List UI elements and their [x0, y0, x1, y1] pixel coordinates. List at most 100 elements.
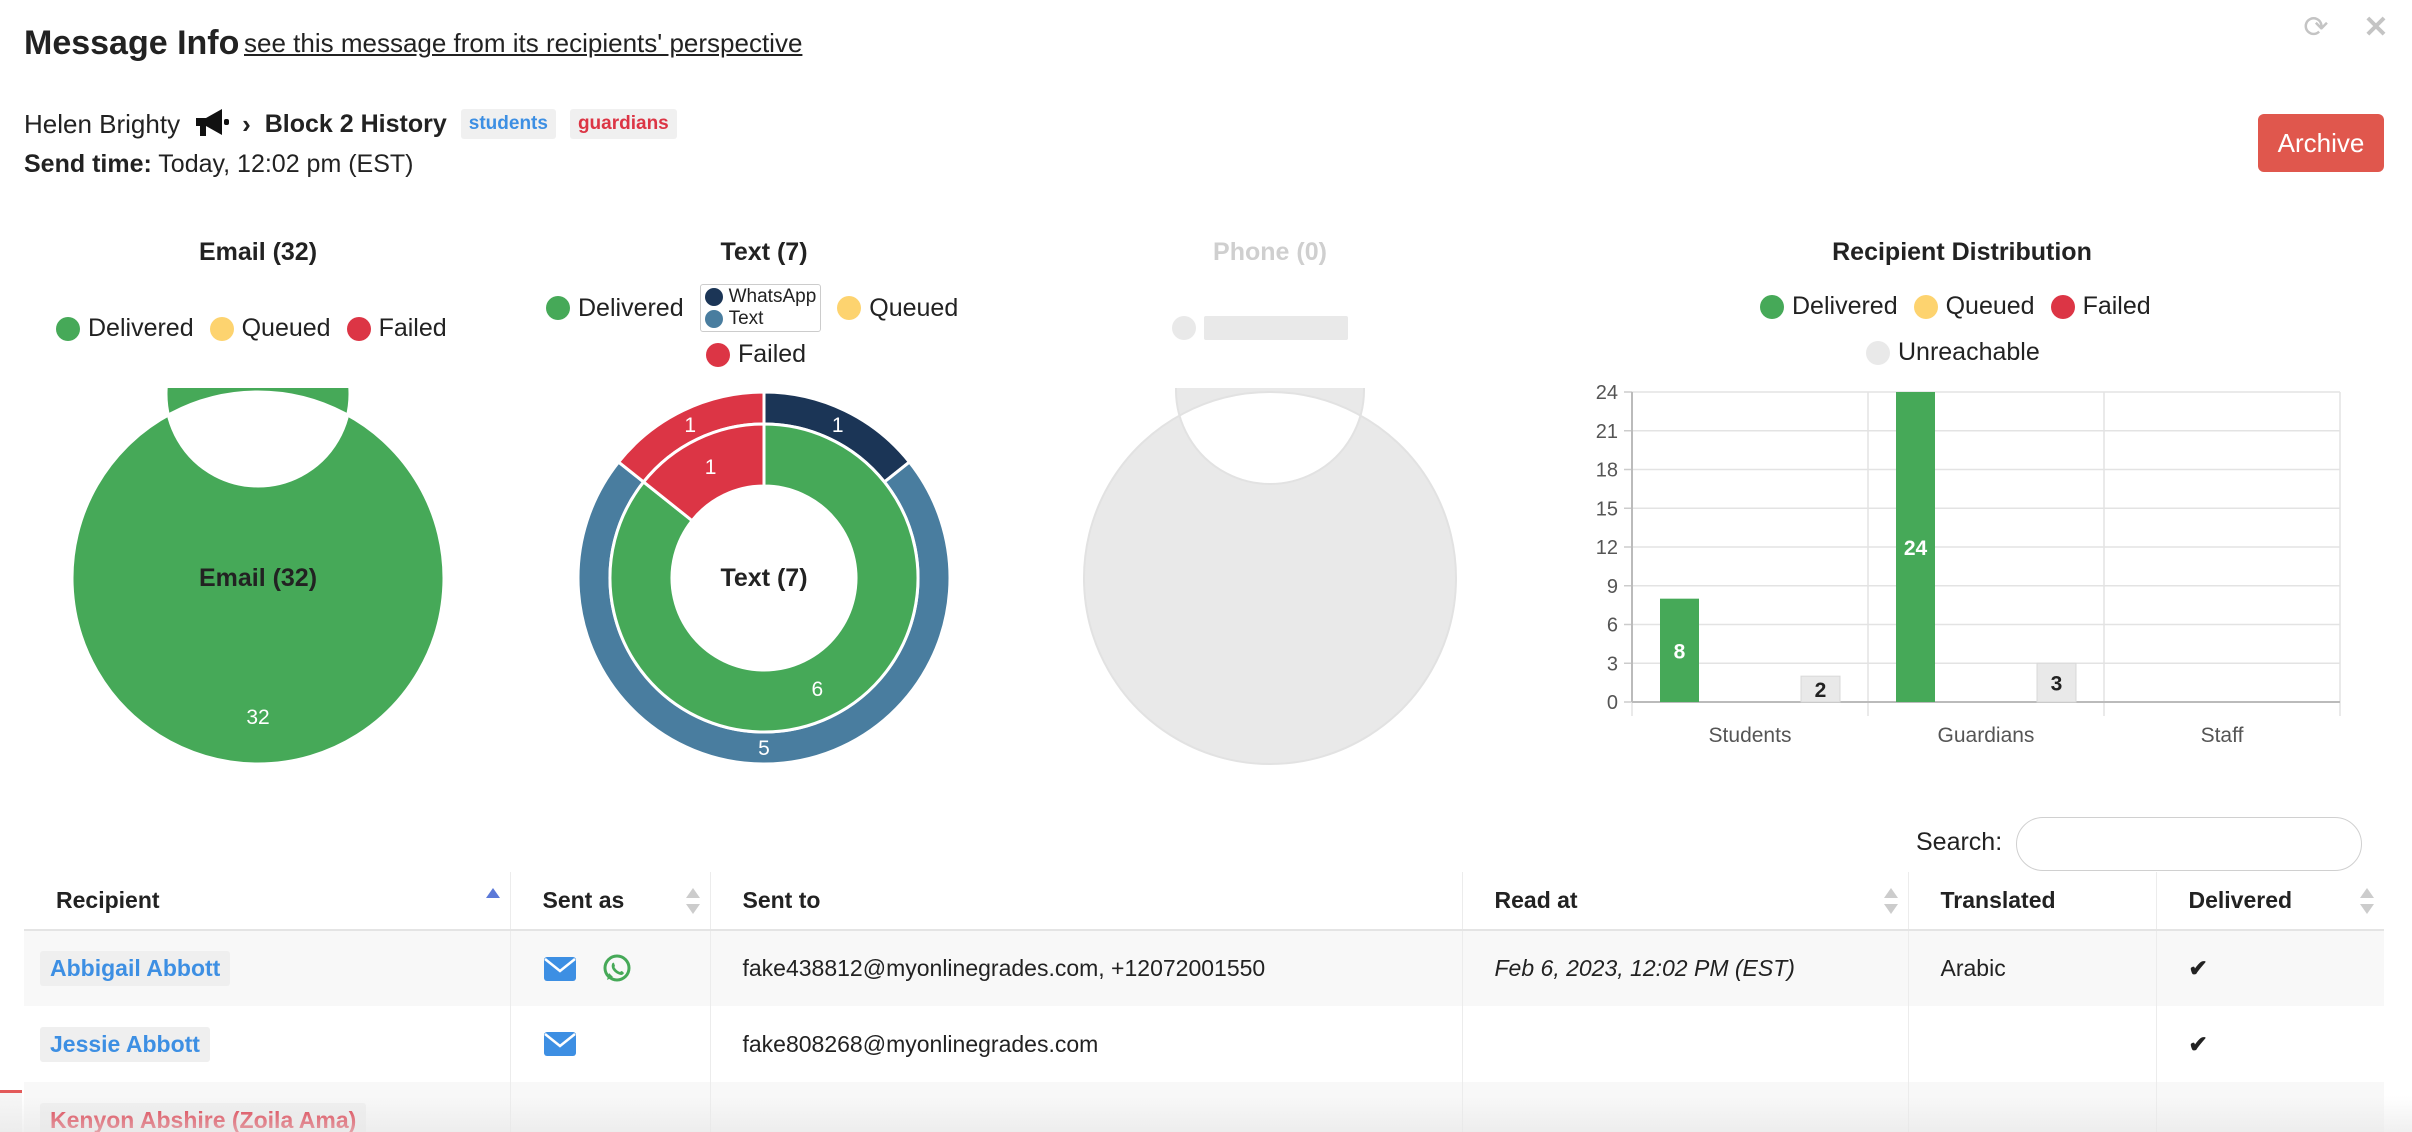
sent-to-cell — [710, 1082, 1463, 1132]
legend-queued[interactable]: Queued — [837, 294, 958, 323]
legend-whatsapp-text[interactable]: WhatsApp Text — [699, 284, 822, 332]
table-header-row: Recipient Sent as Sent to Read at Transl… — [24, 872, 2384, 931]
delivered-check-icon: ✔ — [2156, 930, 2384, 1006]
legend-failed[interactable]: Failed — [706, 340, 806, 369]
legend-unreachable[interactable]: Unreachable — [1866, 338, 2040, 367]
sort-icon[interactable] — [685, 888, 700, 914]
text-inner-slice-delivered[interactable] — [608, 422, 920, 734]
x-tick-label: Students — [1709, 724, 1792, 747]
delivered-cell — [2156, 1082, 2384, 1132]
search-input[interactable] — [2016, 817, 2362, 871]
email-slice-label: 32 — [246, 706, 269, 729]
legend-delivered[interactable]: Delivered — [56, 314, 194, 343]
envelope-icon — [543, 1032, 576, 1056]
text-legend-row2: Failed — [706, 340, 822, 369]
sent-as-cell — [510, 1006, 711, 1082]
recipient-cell: Jessie Abbott — [24, 1006, 511, 1082]
recipient-distribution-bar-chart: 0 3 6 9 12 15 18 21 24 Students 8 2 Guardians 24 3 Staf… — [1596, 382, 2341, 747]
phone-chart-title: Phone (0) — [1213, 238, 1327, 266]
modal-title: Message Info — [24, 24, 240, 62]
text-outer-slice-label: 1 — [684, 414, 696, 437]
text-center-label: Text (7) — [720, 564, 807, 592]
sent-to-cell: fake438812@myonlinegrades.com, +12072001… — [710, 930, 1463, 1006]
sort-asc-icon[interactable] — [485, 888, 500, 914]
email-legend: Delivered Queued Failed — [56, 314, 463, 343]
group-name: Block 2 History — [264, 109, 447, 138]
legend-delivered[interactable]: Delivered — [546, 294, 684, 323]
whatsapp-icon — [603, 954, 630, 981]
text-inner-slice-failed[interactable] — [641, 422, 766, 523]
y-tick-label: 6 — [1607, 615, 1618, 637]
envelope-icon — [543, 956, 576, 981]
email-center-label: Email (32) — [199, 564, 317, 592]
recipients-table: Recipient Sent as Sent to Read at Transl… — [24, 872, 2384, 1132]
y-tick-label: 21 — [1596, 421, 1618, 443]
send-time: Send time: Today, 12:02 pm (EST) — [24, 150, 414, 179]
recipient-name[interactable]: Jessie Abbott — [40, 1026, 210, 1062]
chevron-right-icon: › — [242, 108, 251, 139]
close-icon[interactable]: ✕ — [2363, 11, 2389, 44]
legend-queued[interactable]: Queued — [1913, 292, 2035, 321]
y-tick-label: 24 — [1596, 382, 1618, 404]
col-recipient[interactable]: Recipient — [24, 872, 511, 931]
refresh-icon[interactable]: ⟳ — [2303, 11, 2329, 44]
col-delivered[interactable]: Delivered — [2156, 872, 2384, 931]
bar-unreachable-guardians[interactable] — [2036, 662, 2077, 703]
sort-icon[interactable] — [2360, 888, 2374, 914]
archive-button[interactable]: Archive — [2258, 114, 2384, 172]
sent-as-cell — [510, 930, 711, 1006]
y-tick-label: 15 — [1596, 498, 1618, 520]
sender-name: Helen Brighty — [24, 108, 181, 139]
read-at-cell: Feb 6, 2023, 12:02 PM (EST) — [1462, 930, 1909, 1006]
bar-delivered-students[interactable] — [1660, 598, 1699, 702]
y-tick-label: 9 — [1607, 576, 1618, 598]
legend-failed[interactable]: Failed — [2050, 292, 2151, 321]
translated-cell — [1908, 1082, 2157, 1132]
text-inner-slice-label: 6 — [812, 678, 824, 701]
bar-delivered-guardians[interactable] — [1896, 392, 1935, 702]
table-row: Abbigail Abbott fake438812@myonlinegrade… — [24, 930, 2384, 1006]
phone-legend-placeholder-bar — [1204, 316, 1348, 340]
recipients-perspective-link[interactable]: see this message from its recipients' pe… — [244, 28, 803, 58]
col-read-at[interactable]: Read at — [1462, 872, 1909, 931]
phone-donut-chart — [1083, 388, 1457, 765]
y-tick-label: 0 — [1607, 692, 1618, 714]
text-outer-slice-label: 5 — [758, 737, 770, 760]
recipient-name[interactable]: Kenyon Abshire (Zoila Ama) — [40, 1102, 367, 1132]
email-chart-title: Email (32) — [198, 238, 318, 266]
table-row: Kenyon Abshire (Zoila Ama) — [24, 1082, 2384, 1132]
sort-icon[interactable] — [1883, 888, 1898, 914]
search-label: Search: — [1916, 828, 2003, 856]
email-slice-delivered[interactable] — [70, 388, 446, 766]
recipient-name[interactable]: Abbigail Abbott — [40, 951, 231, 986]
y-tick-label: 18 — [1596, 460, 1618, 482]
bar-value-label: 3 — [2051, 673, 2063, 696]
distribution-legend-row2: Unreachable — [1866, 338, 2056, 367]
phone-empty-ring — [1083, 388, 1457, 765]
col-translated: Translated — [1908, 872, 2157, 931]
legend-queued[interactable]: Queued — [209, 314, 331, 343]
tag-students: students — [460, 109, 556, 139]
legend-failed[interactable]: Failed — [346, 314, 447, 343]
text-inner-slice-label: 1 — [705, 456, 717, 479]
distribution-chart-title: Recipient Distribution — [1832, 238, 2092, 266]
x-tick-label: Staff — [2201, 724, 2244, 747]
y-tick-label: 12 — [1596, 537, 1618, 559]
legend-delivered[interactable]: Delivered — [1760, 292, 1898, 321]
side-tab[interactable] — [0, 1090, 22, 1132]
sent-as-cell — [510, 1082, 711, 1132]
bar-unreachable-students[interactable] — [1800, 675, 1841, 703]
text-legend: Delivered WhatsApp Text Queued — [546, 284, 974, 332]
y-tick-label: 3 — [1607, 653, 1618, 675]
tag-guardians: guardians — [569, 109, 677, 139]
bar-value-label: 2 — [1815, 679, 1827, 702]
col-sent-as[interactable]: Sent as — [510, 872, 711, 931]
translated-cell: Arabic — [1908, 930, 2157, 1006]
message-breadcrumb: Helen Brighty › Block 2 History students… — [24, 104, 677, 144]
distribution-legend: Delivered Queued Failed — [1760, 292, 2167, 321]
text-outer-slice-label: 1 — [832, 414, 844, 437]
text-donut-chart: 1 5 1 6 1 Text (7) — [576, 390, 952, 766]
recipient-cell: Kenyon Abshire (Zoila Ama) — [24, 1082, 511, 1132]
phone-legend-placeholder-dot — [1172, 316, 1196, 340]
